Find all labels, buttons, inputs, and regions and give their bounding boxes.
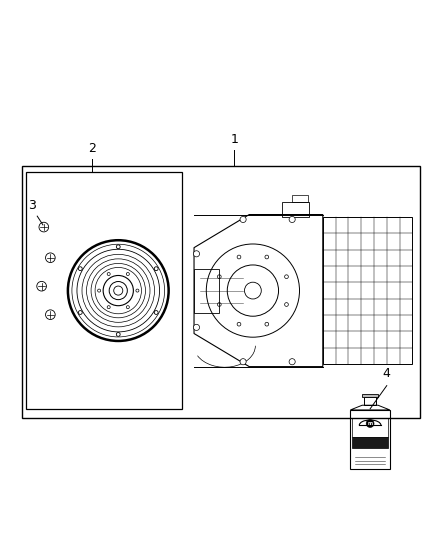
Bar bbox=[352, 418, 388, 437]
Circle shape bbox=[154, 266, 158, 271]
Bar bbox=[352, 437, 388, 448]
Bar bbox=[283, 203, 309, 217]
Circle shape bbox=[240, 216, 246, 222]
Circle shape bbox=[107, 305, 110, 309]
Bar bbox=[292, 195, 308, 203]
Text: m: m bbox=[367, 421, 373, 426]
Bar bbox=[362, 394, 378, 397]
Bar bbox=[364, 397, 376, 405]
Circle shape bbox=[217, 303, 221, 306]
Circle shape bbox=[289, 359, 295, 365]
Circle shape bbox=[107, 272, 110, 276]
Circle shape bbox=[237, 255, 241, 259]
Bar bbox=[350, 410, 390, 469]
Circle shape bbox=[46, 253, 55, 263]
Circle shape bbox=[240, 359, 246, 365]
Circle shape bbox=[154, 311, 158, 314]
Text: 2: 2 bbox=[88, 142, 96, 155]
Circle shape bbox=[46, 310, 55, 319]
Text: 4: 4 bbox=[383, 367, 391, 381]
Circle shape bbox=[194, 251, 200, 257]
Circle shape bbox=[117, 245, 120, 249]
Circle shape bbox=[285, 275, 288, 279]
Circle shape bbox=[265, 322, 268, 326]
Circle shape bbox=[217, 275, 221, 279]
Circle shape bbox=[98, 289, 101, 292]
Circle shape bbox=[126, 272, 129, 276]
Circle shape bbox=[194, 324, 200, 330]
Circle shape bbox=[126, 305, 129, 309]
Circle shape bbox=[136, 289, 139, 292]
Circle shape bbox=[237, 322, 241, 326]
Circle shape bbox=[366, 419, 374, 427]
Text: 3: 3 bbox=[28, 199, 36, 212]
Circle shape bbox=[78, 311, 82, 314]
Circle shape bbox=[39, 222, 49, 232]
Bar bbox=[194, 269, 219, 313]
Circle shape bbox=[37, 281, 46, 291]
Circle shape bbox=[78, 266, 82, 271]
Bar bbox=[22, 166, 420, 418]
Circle shape bbox=[117, 333, 120, 336]
Circle shape bbox=[289, 216, 295, 222]
Bar bbox=[26, 172, 182, 409]
Bar bbox=[323, 217, 412, 364]
Circle shape bbox=[285, 303, 288, 306]
Circle shape bbox=[265, 255, 268, 259]
Text: 1: 1 bbox=[230, 133, 238, 146]
